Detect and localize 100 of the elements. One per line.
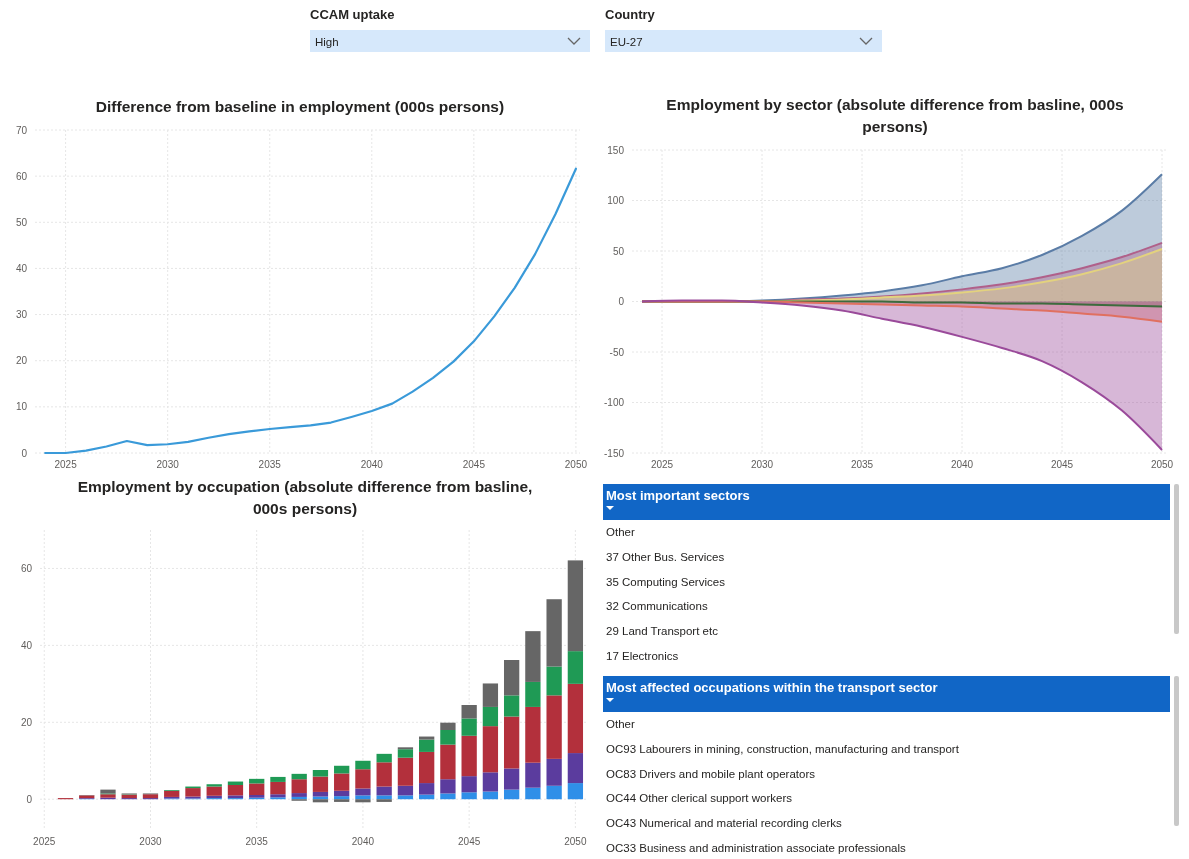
y-tick-label: 60 <box>20 562 33 574</box>
bar <box>376 799 392 802</box>
bar <box>355 795 371 800</box>
bar <box>461 735 477 777</box>
chart-title: Difference from baseline in employment (000s persons) <box>95 98 505 115</box>
category-label: OC44 Other clerical support workers <box>606 792 793 805</box>
y-tick-label: 40 <box>15 262 28 274</box>
bar <box>482 706 499 727</box>
bar <box>567 753 584 784</box>
text: Country <box>605 7 656 22</box>
bar <box>185 788 201 797</box>
x-tick-label: 2045 <box>1050 459 1074 470</box>
x-tick-label: 2045 <box>462 459 486 470</box>
bar <box>567 783 584 800</box>
bar <box>567 560 584 652</box>
category-label: Other <box>606 718 635 730</box>
bar <box>461 705 477 719</box>
y-tick-label: 60 <box>15 170 28 182</box>
category-label: OC83 Drivers and mobile plant operators <box>606 767 816 780</box>
bar <box>397 757 414 786</box>
bar <box>546 695 562 759</box>
bar <box>461 792 477 800</box>
x-tick-label: 2040 <box>360 459 384 470</box>
y-tick-label: 150 <box>607 144 625 156</box>
y-tick-label: -50 <box>609 346 625 358</box>
category-label: 29 Land Transport etc <box>606 625 719 638</box>
bar <box>525 706 541 763</box>
category-label: 17 Electronics <box>606 650 679 662</box>
bar <box>546 666 562 696</box>
x-tick-label: 2045 <box>458 836 481 847</box>
x-tick-label: 2050 <box>564 459 588 470</box>
y-tick-label: -150 <box>603 447 625 459</box>
x-tick-label: 2035 <box>245 836 269 847</box>
x-tick-label: 2030 <box>156 459 180 470</box>
bar <box>419 783 435 795</box>
y-tick-label: 0 <box>26 793 33 805</box>
y-tick-label: 20 <box>20 716 33 728</box>
bar <box>164 790 180 797</box>
category-label: OC93 Labourers in mining, construction, manufacturing and transport <box>606 742 960 755</box>
text: Most important sectors <box>606 488 750 503</box>
bar <box>249 783 265 795</box>
bar <box>525 787 541 800</box>
bar <box>397 749 414 758</box>
bar <box>312 770 329 777</box>
bar <box>291 779 307 794</box>
bar <box>567 683 584 754</box>
x-tick-label: 2035 <box>258 459 282 470</box>
bar <box>397 795 414 800</box>
category-label: EU-27 <box>610 36 643 48</box>
bar <box>546 758 562 786</box>
bar <box>440 779 456 794</box>
bar <box>419 739 435 752</box>
category-label: 32 Communications <box>606 600 708 613</box>
bar <box>503 660 520 696</box>
bar <box>291 773 307 780</box>
category-label: High <box>315 36 339 48</box>
bar <box>334 773 350 791</box>
text: CCAM uptake <box>310 7 395 22</box>
x-tick-label: 2025 <box>54 459 78 470</box>
bar <box>312 776 329 792</box>
bar <box>376 795 392 800</box>
bar <box>355 760 371 770</box>
y-tick-label: 20 <box>15 355 28 367</box>
y-tick-label: 0 <box>21 447 28 459</box>
y-tick-label: 70 <box>15 124 28 136</box>
x-tick-label: 2050 <box>1150 459 1174 470</box>
bar <box>503 716 520 769</box>
bar <box>482 726 499 773</box>
text: Most affected occupations within the transport sector <box>606 680 938 695</box>
y-tick-label: 0 <box>618 296 625 307</box>
bar <box>503 789 520 800</box>
x-tick-label: 2030 <box>750 459 774 470</box>
bar <box>270 776 286 782</box>
bar <box>355 788 371 796</box>
bar <box>440 793 456 800</box>
bar <box>525 762 541 788</box>
bar <box>546 785 562 800</box>
category-label: OC33 Business and administration associate professionals <box>606 842 907 854</box>
x-tick-label: 2025 <box>650 459 674 470</box>
y-tick-label: 30 <box>15 309 28 321</box>
bar <box>419 751 435 784</box>
bar <box>503 768 520 790</box>
bar <box>503 695 520 717</box>
bar <box>206 786 222 796</box>
y-tick-label: 10 <box>15 401 28 413</box>
x-tick-label: 2035 <box>850 459 874 470</box>
bar <box>482 772 499 792</box>
y-tick-label: 50 <box>15 216 28 228</box>
bar <box>482 683 499 707</box>
bar <box>461 776 477 793</box>
bar <box>376 762 392 787</box>
bar <box>355 799 371 803</box>
x-tick-label: 2040 <box>351 836 375 847</box>
category-label: 35 Computing Services <box>606 575 726 588</box>
bar <box>227 785 244 796</box>
bar <box>270 781 286 795</box>
bar <box>440 730 456 745</box>
bar <box>312 791 329 797</box>
bar <box>206 784 222 787</box>
bar <box>355 769 371 789</box>
